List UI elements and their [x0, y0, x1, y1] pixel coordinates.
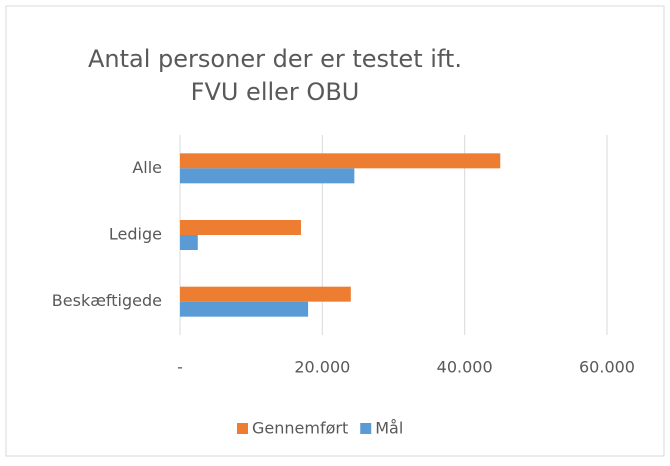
bar	[180, 286, 351, 302]
x-tick-label: -	[177, 358, 183, 377]
chart-title: Antal personer der er testet ift.	[88, 45, 462, 73]
legend-label: Gennemført	[252, 419, 348, 438]
bar	[180, 235, 198, 250]
legend-label: Mål	[375, 419, 403, 438]
legend-swatch	[237, 423, 248, 434]
chart-title: FVU eller OBU	[191, 78, 360, 106]
y-tick-label: Alle	[132, 158, 162, 177]
chart-border	[5, 5, 665, 457]
x-tick-label: 20.000	[294, 358, 350, 377]
y-tick-label: Beskæftigede	[52, 291, 162, 310]
bar	[180, 220, 301, 235]
x-tick-label: 40.000	[437, 358, 493, 377]
bar	[180, 168, 355, 184]
bar	[180, 153, 501, 169]
x-tick-label: 60.000	[579, 358, 635, 377]
bar	[180, 301, 309, 317]
legend-swatch	[360, 423, 372, 434]
y-tick-label: Ledige	[109, 225, 162, 244]
